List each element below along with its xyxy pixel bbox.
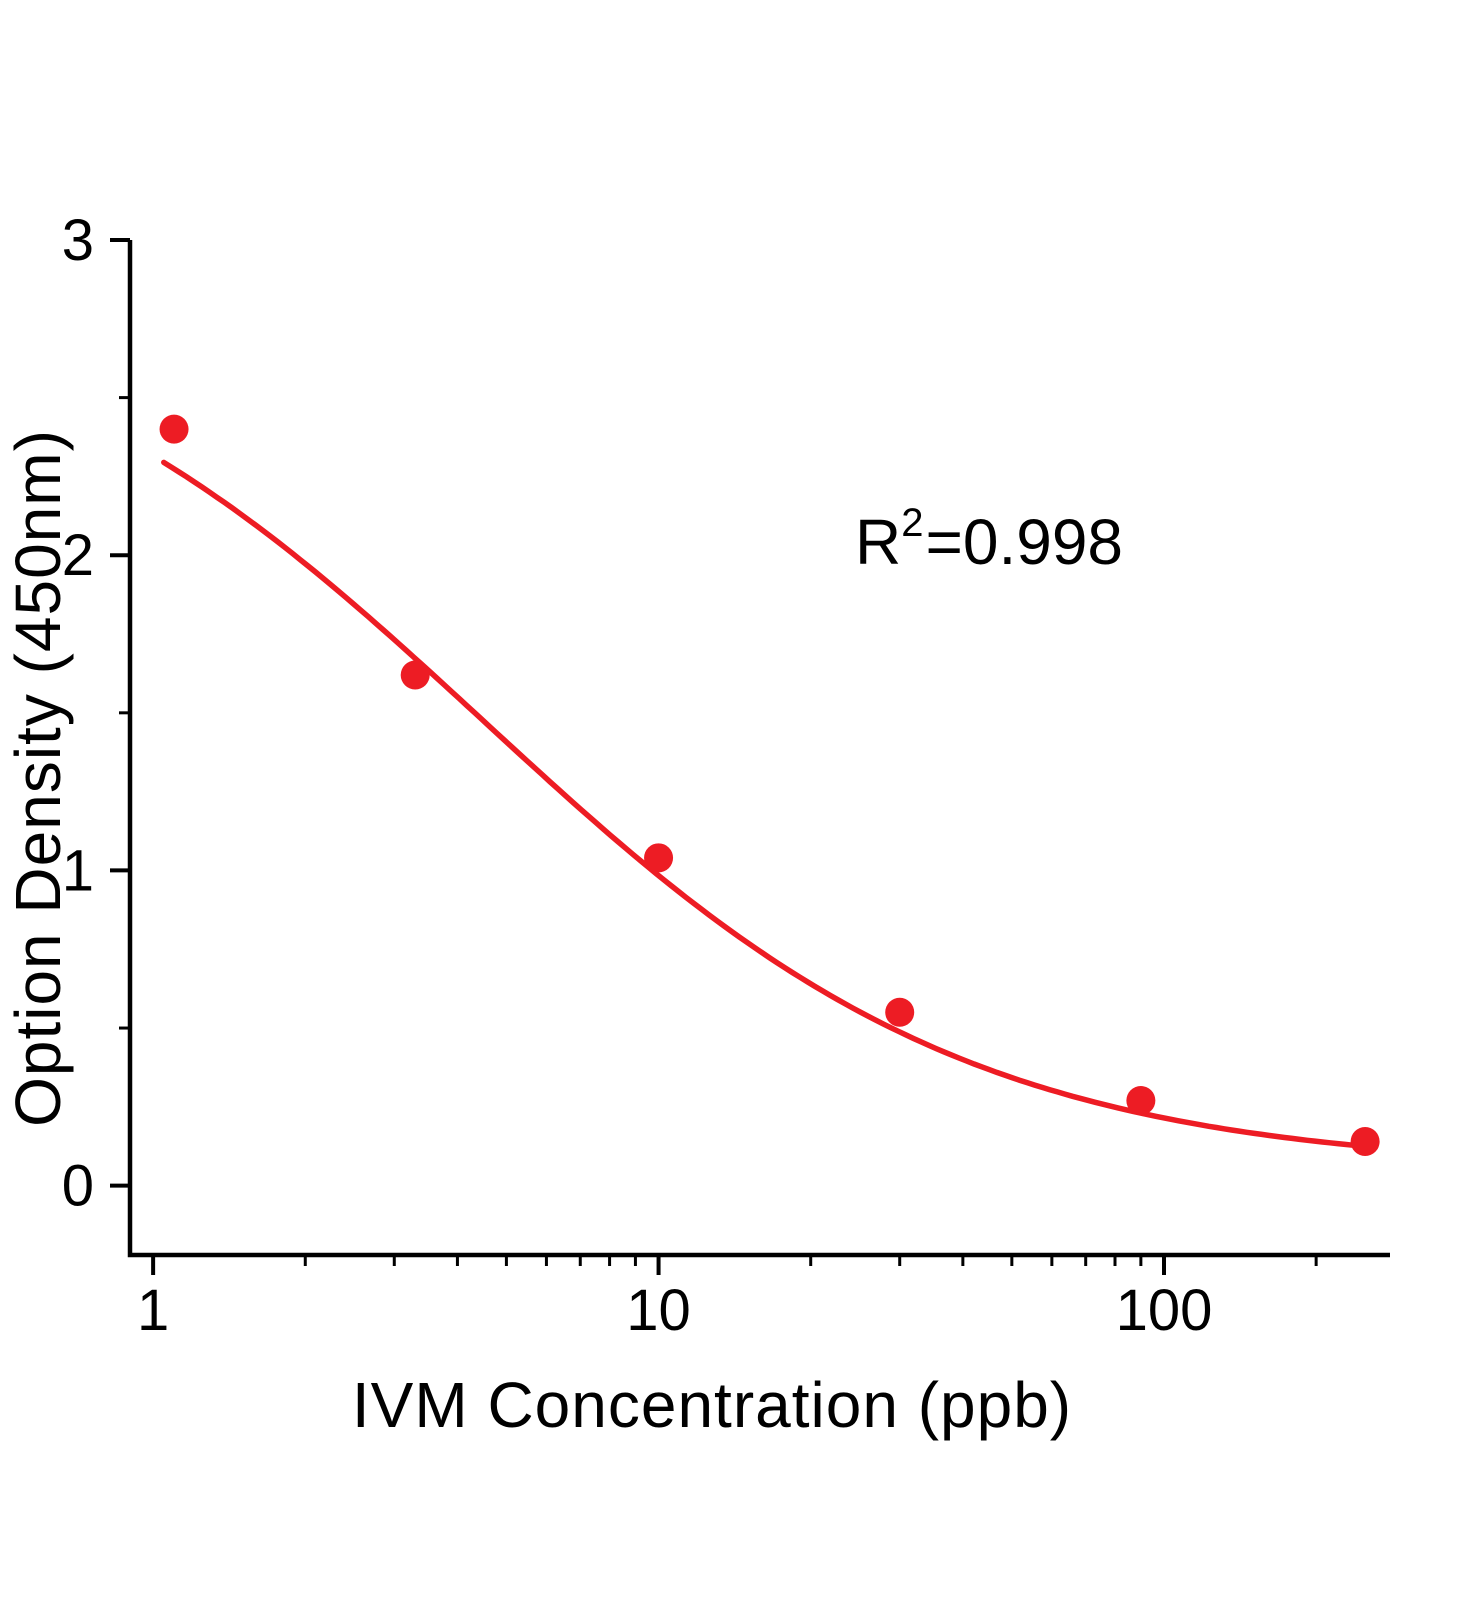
data-point <box>159 414 189 444</box>
y-tick-label: 0 <box>62 1154 94 1219</box>
r-squared-base: R <box>855 506 902 578</box>
y-tick-label: 2 <box>62 523 94 588</box>
data-point <box>1350 1127 1380 1157</box>
x-axis-title: IVM Concentration (ppb) <box>351 1369 1073 1441</box>
x-tick-label: 1 <box>137 1278 169 1343</box>
fit-curve <box>161 459 1379 1151</box>
y-axis-title: Option Density (450nm) <box>2 429 74 1127</box>
r-squared-exponent: 2 <box>901 500 924 545</box>
y-tick-label: 3 <box>62 208 94 273</box>
data-point <box>885 997 915 1027</box>
r-squared-annotation: R2=0.998 <box>855 501 1123 579</box>
data-point <box>644 843 674 873</box>
x-tick-label: 100 <box>1116 1278 1213 1343</box>
data-point <box>1126 1086 1156 1116</box>
data-point <box>400 660 430 690</box>
axis-frame <box>127 240 1390 1258</box>
y-tick-label: 1 <box>62 838 94 903</box>
r-squared-value: =0.998 <box>925 506 1123 578</box>
x-tick-label: 10 <box>626 1278 691 1343</box>
